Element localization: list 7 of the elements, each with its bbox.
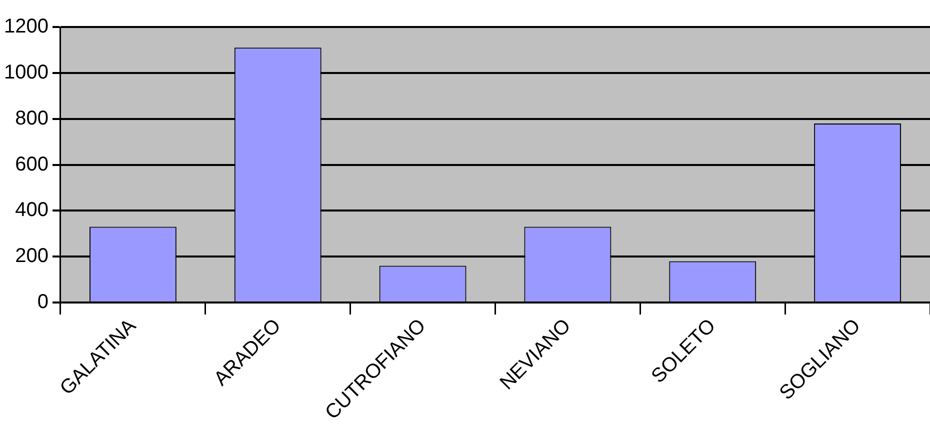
y-tick-label: 400 [15, 199, 48, 222]
y-tick-label: 1000 [4, 61, 48, 84]
y-tick-label: 600 [15, 153, 48, 176]
y-tick-label: 1200 [4, 16, 48, 38]
y-tick-label: 200 [15, 245, 48, 268]
y-tick-label: 0 [37, 291, 48, 314]
y-tick-label: 800 [15, 107, 48, 130]
